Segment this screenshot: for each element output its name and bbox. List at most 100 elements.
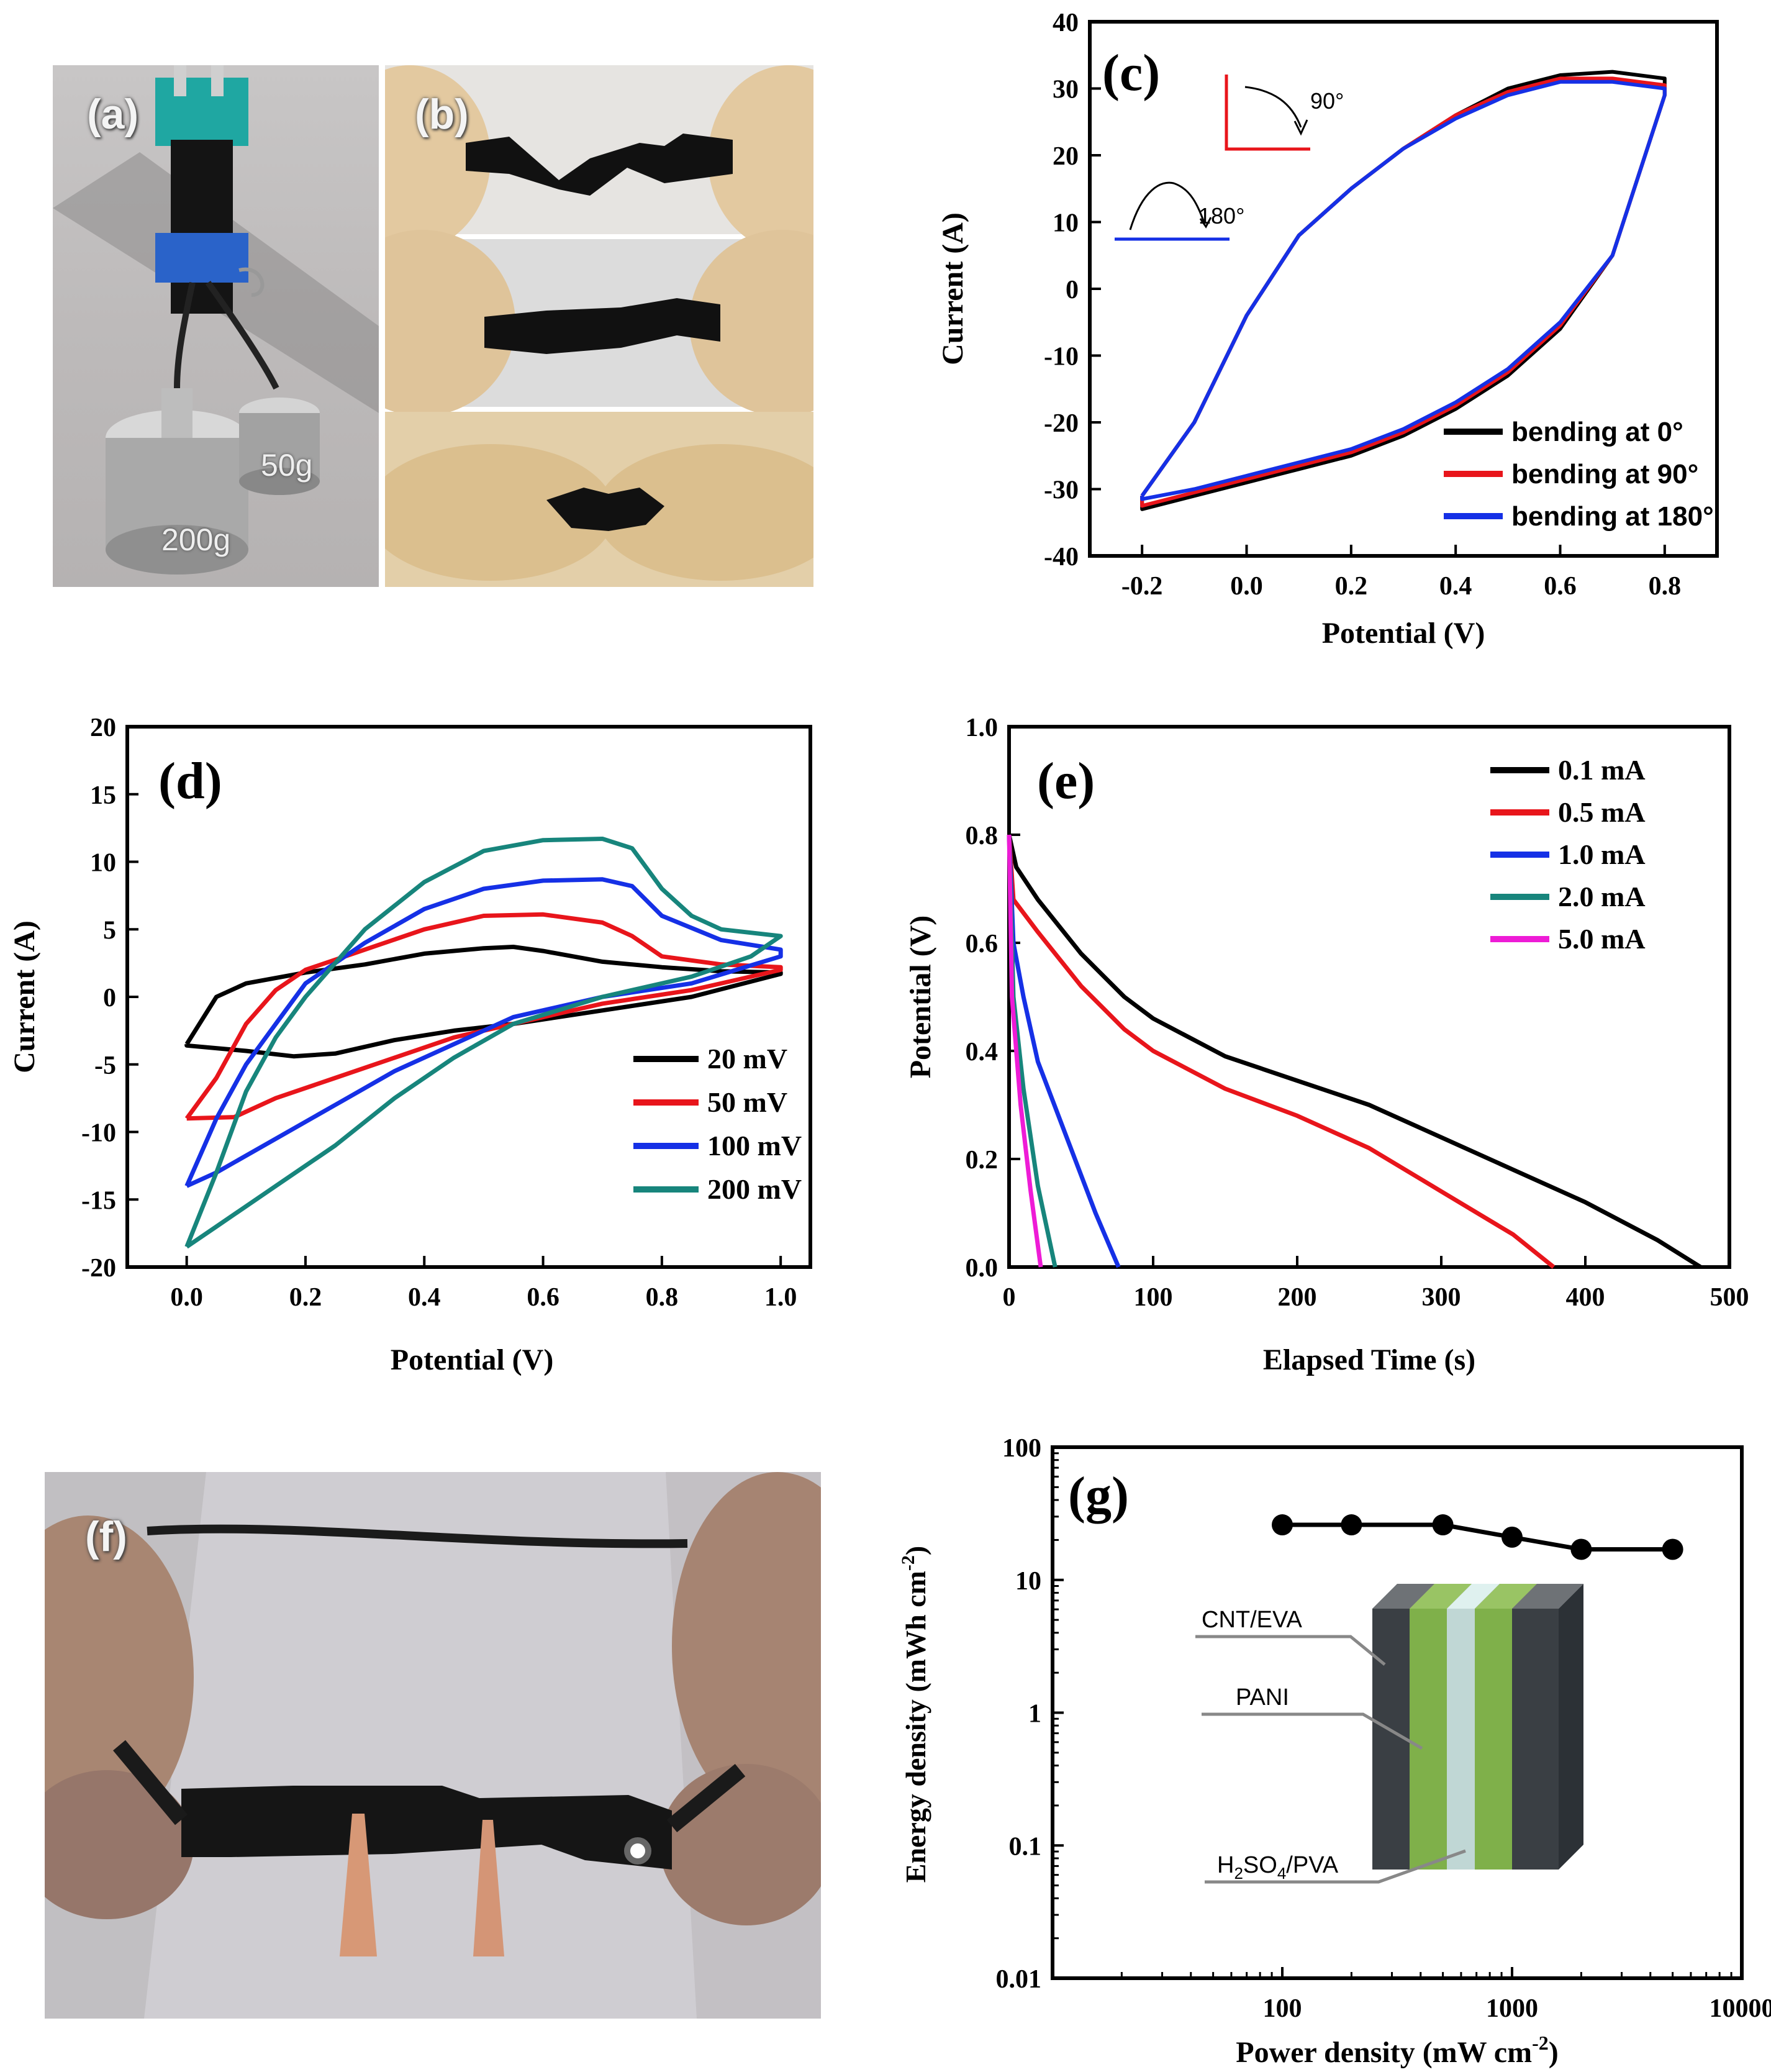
c-xtick-label: 0.6 [1544, 572, 1577, 601]
chart-e-xlabel: Elapsed Time (s) [1263, 1343, 1475, 1376]
photo-a-scene [53, 65, 379, 575]
d-xtick-label: 0.4 [408, 1283, 441, 1312]
d-ytick-label: -10 [81, 1119, 116, 1148]
c-ytick-label: -30 [1044, 476, 1079, 505]
chart-d-plot-area [184, 837, 783, 1249]
e-ytick-label: 0.4 [966, 1038, 999, 1066]
d-legend-label-3: 200 mV [707, 1173, 802, 1205]
copper-clip-2 [473, 1820, 504, 1956]
d-xtick-label: 1.0 [764, 1283, 797, 1312]
g-ytick-label: 100 [1002, 1434, 1041, 1463]
chart-d: 0.0 0.2 0.4 0.6 0.8 1.0 -20 -15 -10 -5 0 5 10 15 20 (d… [8, 714, 812, 1376]
e-legend-label-4: 5.0 mA [1558, 923, 1646, 955]
panel-label-b: (b) [415, 91, 469, 138]
d-ytick-label: 10 [90, 849, 116, 878]
e-ytick-label: 0.2 [966, 1146, 999, 1175]
g-ytick-label: 10 [1015, 1567, 1041, 1596]
g-series-line-0 [1282, 1522, 1673, 1552]
c-ytick-label: 20 [1053, 142, 1079, 171]
chart-d-panel-label: (d) [158, 752, 222, 810]
device-strip [181, 1786, 672, 1870]
d-legend-label-1: 50 mV [707, 1086, 787, 1118]
d-ytick-label: -5 [94, 1052, 116, 1080]
photo-f: (f) [45, 1472, 821, 2019]
inset-label-pani: PANI [1236, 1684, 1289, 1711]
c-ytick-label: -40 [1044, 543, 1079, 571]
c-xtick-label: -0.2 [1121, 572, 1163, 601]
g-data-point [1341, 1514, 1362, 1536]
c-ytick-label: 30 [1053, 76, 1079, 104]
c-ytick-label: -10 [1044, 343, 1079, 371]
e-xtick-label: 500 [1710, 1283, 1749, 1312]
d-legend-label-2: 100 mV [707, 1130, 802, 1161]
bend-90-icon [1225, 75, 1310, 151]
chart-g-panel-label: (g) [1068, 1466, 1129, 1524]
d-xtick-label: 0.6 [527, 1283, 559, 1312]
g-data-point [1570, 1538, 1592, 1560]
e-series-line-2 [1007, 834, 1121, 1268]
chart-e-panel-label: (e) [1037, 752, 1095, 810]
chart-c-ylabel: Current (A) [936, 212, 969, 365]
chart-c-xlabel: Potential (V) [1322, 617, 1485, 650]
inset-label-cnt-eva: CNT/EVA [1202, 1607, 1303, 1633]
c-xtick-label: 0.2 [1335, 572, 1368, 601]
inset-pointer-lines [1195, 1635, 1466, 1884]
chart-g: 100 1000 10000 0.01 0.1 1 10 100 CNT/EVA PANI H… [898, 1434, 1771, 2069]
c-legend-label-0: bending at 0° [1511, 417, 1683, 447]
g-data-point [1272, 1514, 1293, 1536]
d-ytick-label: 15 [90, 781, 116, 810]
chart-g-plot-area [1272, 1514, 1683, 1560]
g-xtick-label: 10000 [1710, 1994, 1771, 2023]
g-xtick-label: 1000 [1486, 1994, 1538, 2023]
d-series-line-0 [184, 945, 783, 1059]
d-legend-label-0: 20 mV [707, 1043, 787, 1075]
g-data-point [1432, 1514, 1454, 1536]
bend-180-icon [1115, 181, 1230, 241]
chart-c: -0.2 0.0 0.2 0.4 0.6 0.8 -40 -30 -20 -10 0 10 20 30 40… [936, 9, 1719, 650]
chart-c-plot-area [1140, 70, 1667, 511]
chart-g-ylabel: Energy density (mWh cm-2) [898, 1546, 931, 1883]
inset-label-electrolyte: H2SO4/PVA [1217, 1852, 1339, 1883]
chart-c-panel-label: (c) [1102, 44, 1160, 102]
g-data-point [1662, 1538, 1683, 1560]
chart-e-plot-area [1007, 834, 1702, 1269]
photo-a: (a) 200g 50g [53, 65, 379, 587]
c-ytick-label: -20 [1044, 409, 1079, 438]
e-ytick-label: 1.0 [966, 714, 999, 742]
copper-clip-1 [340, 1814, 377, 1956]
c-legend-label-2: bending at 180° [1511, 501, 1714, 532]
chart-e: 0 100 200 300 400 500 0.0 0.2 0.4 0.6 0.8 1.0 (e) 0… [904, 714, 1749, 1376]
g-ytick-label: 1 [1028, 1700, 1041, 1729]
e-series-line-1 [1007, 834, 1556, 1269]
e-ytick-label: 0.6 [966, 930, 999, 958]
weight-label-50g: 50g [261, 448, 313, 483]
photo-b-scene [385, 65, 813, 587]
e-series-line-0 [1007, 834, 1702, 1269]
d-series-line-1 [184, 912, 783, 1121]
bend-180-label: 180° [1198, 203, 1244, 229]
teal-clip [155, 78, 248, 146]
c-xtick-label: 0.8 [1649, 572, 1682, 601]
g-ytick-label: 0.1 [1009, 1832, 1042, 1861]
e-legend-label-0: 0.1 mA [1558, 754, 1646, 786]
e-ytick-label: 0.0 [966, 1254, 999, 1283]
d-ytick-label: -15 [81, 1186, 116, 1215]
weight-label-200g: 200g [161, 522, 231, 557]
d-ytick-label: -20 [81, 1254, 116, 1283]
d-series-line-3 [184, 837, 783, 1249]
photo-b: (b) [385, 65, 813, 587]
g-xtick-label: 100 [1263, 1994, 1302, 2023]
g-data-point [1502, 1526, 1523, 1548]
e-series-line-4 [1007, 834, 1043, 1268]
c-series-line-2 [1140, 80, 1667, 501]
e-ytick-label: 0.8 [966, 822, 999, 850]
chart-e-ylabel: Potential (V) [904, 916, 937, 1079]
g-ytick-label: 0.01 [996, 1965, 1042, 1994]
black-strip [171, 140, 233, 314]
d-xtick-label: 0.0 [170, 1283, 203, 1312]
d-series-line-2 [184, 877, 783, 1188]
e-xtick-label: 300 [1422, 1283, 1461, 1312]
blue-clip [155, 233, 248, 283]
e-legend-label-3: 2.0 mA [1558, 881, 1646, 912]
c-xtick-label: 0.4 [1439, 572, 1472, 601]
